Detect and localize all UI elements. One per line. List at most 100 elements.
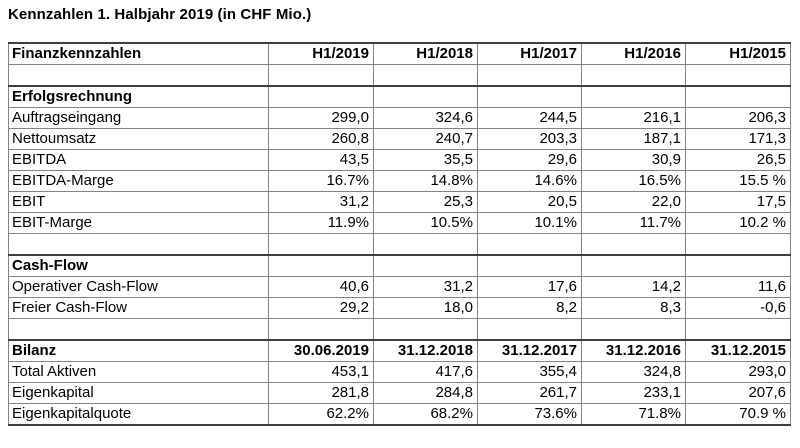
row-label: Eigenkapital [8,382,269,404]
row-label: Nettoumsatz [8,128,269,150]
row-label: EBIT [8,191,269,213]
value-cell: 171,3 [685,128,791,150]
value-cell: 11.7% [581,212,686,234]
value-cell [373,64,478,87]
value-cell: 71.8% [581,403,686,426]
value-cell: 187,1 [581,128,686,150]
value-cell: 40,6 [268,276,374,298]
value-cell: 8,2 [477,297,582,319]
value-cell: 293,0 [685,361,791,383]
table-row-empty [8,64,791,87]
row-label: Auftragseingang [8,107,269,129]
value-cell [268,64,374,87]
value-cell [685,233,791,256]
value-cell: 16.5% [581,170,686,192]
table-row-data: EBIT 31,2 25,3 20,5 22,0 17,5 [8,191,791,213]
value-cell: 17,5 [685,191,791,213]
value-cell: 324,6 [373,107,478,129]
value-cell: 43,5 [268,149,374,171]
value-cell [268,233,374,256]
row-label [8,318,269,341]
value-cell: 31.12.2015 [685,339,791,362]
value-cell [581,85,686,108]
column-header-period: H1/2017 [477,42,582,65]
value-cell: 10.1% [477,212,582,234]
value-cell [477,254,582,277]
page-title: Kennzahlen 1. Halbjahr 2019 (in CHF Mio.… [8,6,312,23]
value-cell: 216,1 [581,107,686,129]
row-label: Total Aktiven [8,361,269,383]
value-cell [581,254,686,277]
value-cell: 244,5 [477,107,582,129]
value-cell: 299,0 [268,107,374,129]
row-label [8,64,269,87]
value-cell [268,318,374,341]
value-cell: 324,8 [581,361,686,383]
table-row-data: EBIT-Marge 11.9% 10.5% 10.1% 11.7% 10.2 % [8,212,791,234]
value-cell: 30,9 [581,149,686,171]
financial-key-figures-table: Finanzkennzahlen H1/2019 H1/2018 H1/2017 H1/… [8,42,791,426]
value-cell: 8,3 [581,297,686,319]
value-cell [373,85,478,108]
table-row-data: Freier Cash-Flow 29,2 18,0 8,2 8,3 -0,6 [8,297,791,319]
row-label: EBITDA-Marge [8,170,269,192]
value-cell: 417,6 [373,361,478,383]
value-cell: 206,3 [685,107,791,129]
value-cell: 18,0 [373,297,478,319]
table-row-section: Bilanz 30.06.2019 31.12.2018 31.12.2017 31.1… [8,339,791,362]
value-cell [581,233,686,256]
value-cell: 29,2 [268,297,374,319]
table-body: Finanzkennzahlen H1/2019 H1/2018 H1/2017 H1/… [8,42,791,426]
column-header-period: H1/2018 [373,42,478,65]
row-label: EBITDA [8,149,269,171]
column-header-label: Finanzkennzahlen [8,42,269,65]
value-cell: 203,3 [477,128,582,150]
value-cell [373,254,478,277]
value-cell: 35,5 [373,149,478,171]
value-cell [581,64,686,87]
value-cell: 11.9% [268,212,374,234]
value-cell [373,233,478,256]
column-header-period: H1/2019 [268,42,374,65]
value-cell: 14,2 [581,276,686,298]
value-cell [685,254,791,277]
table-row-section: Erfolgsrechnung [8,85,791,108]
value-cell: 17,6 [477,276,582,298]
value-cell: 31.12.2018 [373,339,478,362]
value-cell: 26,5 [685,149,791,171]
table-row-empty [8,233,791,256]
value-cell: 207,6 [685,382,791,404]
value-cell [373,318,478,341]
table-row-data: Operativer Cash-Flow 40,6 31,2 17,6 14,2 11,6 [8,276,791,298]
value-cell [581,318,686,341]
row-label: Freier Cash-Flow [8,297,269,319]
value-cell: 31,2 [373,276,478,298]
value-cell: 62.2% [268,403,374,426]
value-cell: 29,6 [477,149,582,171]
table-row-empty [8,318,791,341]
value-cell: 20,5 [477,191,582,213]
row-label: Operativer Cash-Flow [8,276,269,298]
table-row-data: EBITDA-Marge 16.7% 14.8% 14.6% 16.5% 15.5 % [8,170,791,192]
table-row-data: Nettoumsatz 260,8 240,7 203,3 187,1 171,3 [8,128,791,150]
value-cell [477,64,582,87]
value-cell [268,254,374,277]
value-cell: 31,2 [268,191,374,213]
value-cell: 25,3 [373,191,478,213]
value-cell [685,85,791,108]
value-cell [685,64,791,87]
value-cell: 284,8 [373,382,478,404]
value-cell: 240,7 [373,128,478,150]
value-cell [477,85,582,108]
value-cell: 260,8 [268,128,374,150]
value-cell [268,85,374,108]
value-cell: 453,1 [268,361,374,383]
table-row-header: Finanzkennzahlen H1/2019 H1/2018 H1/2017 H1/… [8,42,791,65]
value-cell [477,233,582,256]
value-cell: 22,0 [581,191,686,213]
table-row-data: Total Aktiven 453,1 417,6 355,4 324,8 293,0 [8,361,791,383]
row-label: Erfolgsrechnung [8,85,269,108]
value-cell: 68.2% [373,403,478,426]
value-cell [477,318,582,341]
